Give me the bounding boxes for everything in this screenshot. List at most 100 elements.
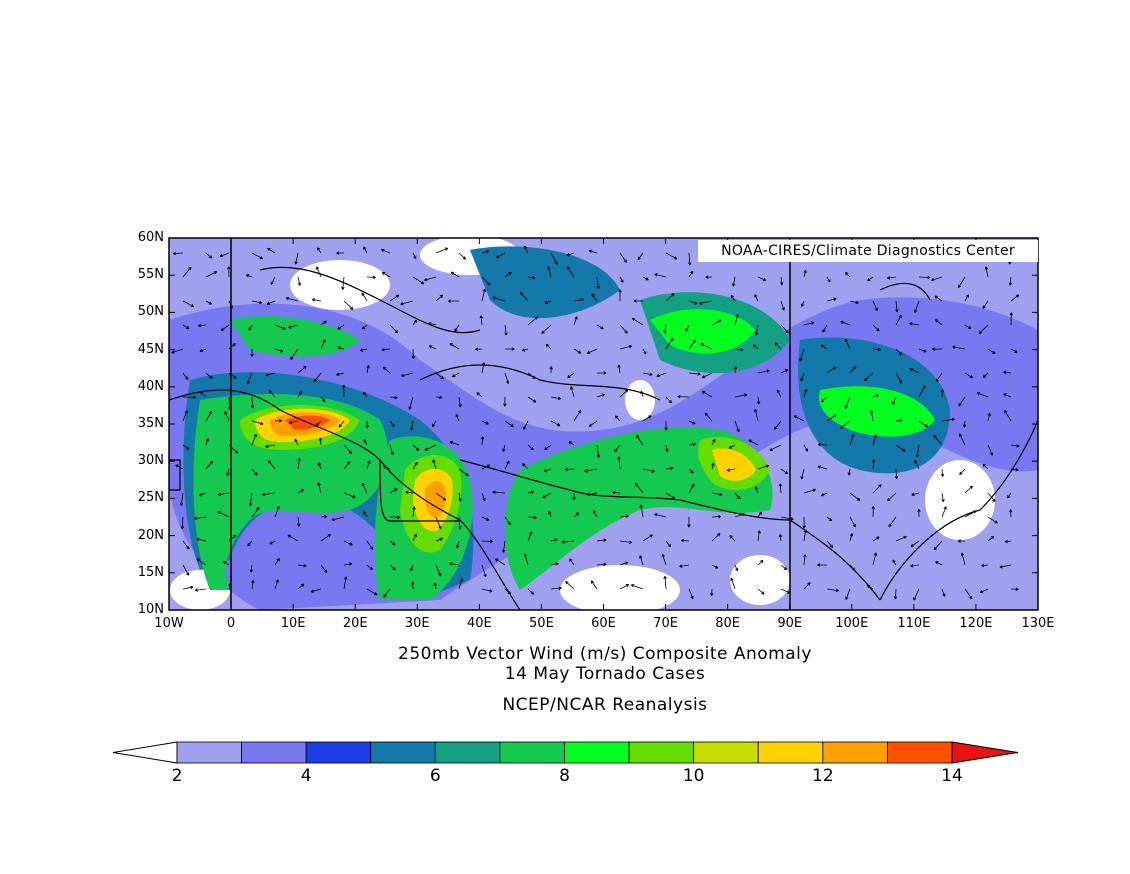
wind-vector-arrow xyxy=(933,434,943,446)
wind-vector-arrow xyxy=(1004,539,1012,544)
wind-vector-arrow xyxy=(959,433,966,446)
lat-tick-label: 50N xyxy=(137,304,164,320)
wind-vector-arrow xyxy=(228,534,237,542)
lon-tick-label: 40E xyxy=(466,616,492,631)
wind-vector-arrow xyxy=(381,347,391,352)
wind-vector-arrow xyxy=(435,372,444,380)
wind-vector-arrow xyxy=(504,324,508,336)
wind-vector-arrow xyxy=(182,564,190,576)
wind-vector-arrow xyxy=(844,271,851,278)
wind-vector-arrow xyxy=(872,552,878,566)
wind-vector-arrow xyxy=(366,365,370,374)
wind-vector-arrow xyxy=(246,372,253,385)
wind-vector-arrow xyxy=(492,296,506,302)
wind-vector-arrow xyxy=(458,492,462,502)
wind-vector-arrow xyxy=(411,348,416,359)
wind-vector-arrow xyxy=(849,366,857,374)
wind-vector-arrow xyxy=(711,533,721,542)
wind-vector-arrow xyxy=(872,434,878,446)
wind-vector-arrow xyxy=(294,438,299,446)
wind-vector-arrow xyxy=(979,588,989,594)
wind-vector-arrow xyxy=(365,420,369,429)
wind-vector-arrow xyxy=(480,436,485,446)
wind-vector-arrow xyxy=(274,558,280,566)
wind-vector-arrow xyxy=(481,588,493,593)
wind-vector-arrow xyxy=(1003,370,1012,375)
wind-vector-arrow xyxy=(748,439,759,446)
wind-vector-arrow xyxy=(844,338,851,350)
wind-vector-arrow xyxy=(171,348,184,354)
wind-vector-arrow xyxy=(872,300,878,312)
wind-vector-arrow xyxy=(458,578,464,590)
wind-vector-arrow xyxy=(527,316,538,326)
wind-vector-arrow xyxy=(182,585,194,590)
lon-tick-label: 10W xyxy=(154,616,184,631)
wind-vector-arrow xyxy=(845,588,851,600)
wind-vector-arrow xyxy=(549,366,553,374)
lon-tick-label: 120E xyxy=(959,616,993,631)
wind-vector-arrow xyxy=(592,510,598,518)
lat-tick-label: 55N xyxy=(137,267,164,283)
wind-vector-arrow xyxy=(495,558,506,566)
wind-vector-arrow xyxy=(424,444,437,451)
wind-vector-arrow xyxy=(435,537,443,542)
wind-vector-arrow xyxy=(527,444,534,451)
wind-vector-arrow xyxy=(504,420,514,428)
wind-vector-arrow xyxy=(297,391,302,398)
wind-vector-arrow xyxy=(688,468,694,474)
lon-tick-label: 30E xyxy=(404,616,430,631)
wind-vector-arrow xyxy=(596,538,607,542)
wind-vector-arrow xyxy=(504,588,512,595)
wind-vector-arrow xyxy=(826,516,833,522)
wind-vector-arrow xyxy=(496,252,506,259)
wind-vector-arrow xyxy=(412,461,418,470)
wind-vector-arrow xyxy=(179,492,184,506)
wind-vector-arrow xyxy=(205,461,213,470)
wind-vector-arrow xyxy=(175,464,184,470)
wind-vector-arrow xyxy=(366,460,371,470)
wind-vector-arrow xyxy=(757,588,765,595)
wind-vector-arrow xyxy=(711,564,719,569)
wind-vector-arrow xyxy=(363,391,368,398)
wind-vector-arrow xyxy=(1009,509,1013,518)
lon-tick-label: 90E xyxy=(777,616,803,631)
wind-vector-arrow xyxy=(933,540,943,551)
wind-vector-arrow xyxy=(596,393,606,398)
wind-vector-arrow xyxy=(940,468,945,477)
wind-vector-arrow xyxy=(449,343,460,350)
wind-vector-arrow xyxy=(734,393,748,398)
wind-vector-arrow xyxy=(982,463,989,470)
color-scale-bar xyxy=(112,741,1019,764)
wind-vector-arrow xyxy=(479,315,483,326)
wind-vector-arrow xyxy=(550,538,558,542)
color-scale-label: 6 xyxy=(429,766,441,786)
wind-vector-arrow xyxy=(317,462,322,470)
wind-vector-arrow xyxy=(366,540,374,550)
wind-vector-arrow xyxy=(262,492,276,497)
wind-vector-arrow xyxy=(895,300,899,313)
wind-vector-arrow xyxy=(341,276,345,290)
wind-vector-arrow xyxy=(685,324,690,332)
wind-vector-arrow xyxy=(964,510,977,518)
wind-vector-arrow xyxy=(228,343,236,350)
wind-vector-arrow xyxy=(527,588,535,595)
wind-vector-arrow xyxy=(981,563,989,568)
wind-vector-arrow xyxy=(803,488,816,494)
wind-vector-arrow xyxy=(910,540,920,547)
wind-vector-arrow xyxy=(688,300,698,305)
color-scale-segment xyxy=(757,741,824,764)
wind-vector-arrow xyxy=(401,372,414,378)
wind-vector-arrow xyxy=(196,537,207,542)
wind-vector-arrow xyxy=(888,516,897,528)
wind-vector-arrow xyxy=(481,288,486,302)
wind-vector-arrow xyxy=(803,388,808,398)
wind-vector-arrow xyxy=(297,365,307,374)
wind-vector-arrow xyxy=(839,420,851,429)
wind-vector-arrow xyxy=(964,588,973,600)
lon-tick-label: 10E xyxy=(280,616,306,631)
wind-vectors xyxy=(171,242,1020,601)
color-scale-under-arrow xyxy=(112,741,178,764)
wind-vector-arrow xyxy=(269,540,276,545)
wind-vector-arrow xyxy=(523,420,529,430)
